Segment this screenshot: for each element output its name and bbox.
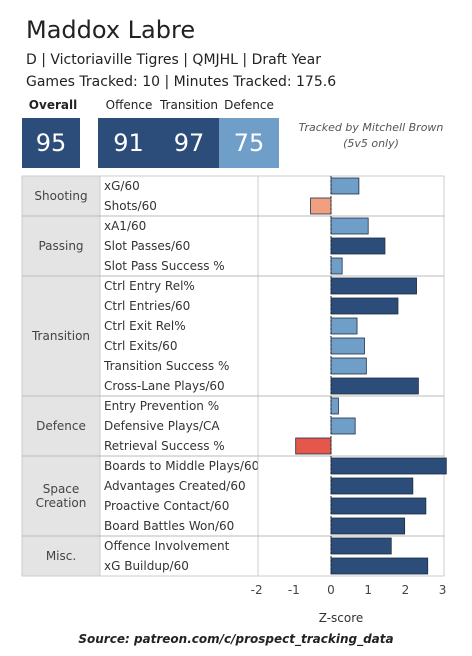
bar bbox=[330, 317, 358, 335]
group-label: Misc. bbox=[46, 549, 76, 563]
metric-label: Board Battles Won/60 bbox=[104, 519, 234, 533]
bar bbox=[330, 297, 399, 315]
x-tick-label: -2 bbox=[251, 583, 263, 597]
bar bbox=[330, 177, 360, 195]
bar bbox=[330, 497, 427, 515]
chart-frame bbox=[21, 175, 445, 577]
group-label: Passing bbox=[38, 239, 83, 253]
bar bbox=[330, 217, 369, 235]
bar bbox=[330, 517, 406, 535]
player-name: Maddox Labre bbox=[26, 16, 196, 44]
credit-author: Tracked by Mitchell Brown bbox=[298, 121, 444, 134]
tracking-summary: Games Tracked: 10 | Minutes Tracked: 175… bbox=[26, 74, 337, 90]
metric-label: xG/60 bbox=[104, 179, 140, 193]
group-label: Space bbox=[43, 482, 80, 496]
metric-label: Slot Passes/60 bbox=[104, 239, 190, 253]
metric-label: Shots/60 bbox=[104, 199, 157, 213]
group-cell bbox=[22, 396, 100, 456]
overall-score: 95 bbox=[22, 118, 80, 168]
bar bbox=[330, 277, 417, 295]
bar bbox=[330, 357, 367, 375]
metric-label: Defensive Plays/CA bbox=[104, 419, 220, 433]
metric-label: Cross-Lane Plays/60 bbox=[104, 379, 225, 393]
defence-score: 75 bbox=[219, 118, 279, 168]
credit-note: (5v5 only) bbox=[343, 137, 399, 150]
metric-label: Ctrl Exits/60 bbox=[104, 339, 177, 353]
transition-label: Transition bbox=[159, 98, 219, 112]
x-tick-label: 1 bbox=[364, 583, 372, 597]
metric-label: Ctrl Exit Rel% bbox=[104, 319, 186, 333]
group-cell bbox=[22, 176, 100, 216]
metric-label: Transition Success % bbox=[103, 359, 229, 373]
x-tick-label: 3 bbox=[439, 583, 447, 597]
bar bbox=[295, 437, 332, 455]
bar bbox=[330, 537, 392, 555]
bar bbox=[330, 377, 419, 395]
metric-label: Ctrl Entry Rel% bbox=[104, 279, 195, 293]
x-axis-title: Z-score bbox=[319, 611, 364, 625]
transition-score: 97 bbox=[159, 118, 219, 168]
group-label: Creation bbox=[36, 496, 87, 510]
x-tick-label: 2 bbox=[402, 583, 410, 597]
bar bbox=[310, 197, 332, 215]
metric-label: Entry Prevention % bbox=[104, 399, 219, 413]
metric-label: Retrieval Success % bbox=[104, 439, 225, 453]
metric-label: Ctrl Entries/60 bbox=[104, 299, 190, 313]
metric-label: Offence Involvement bbox=[104, 539, 230, 553]
group-label: Transition bbox=[31, 329, 90, 343]
group-cell bbox=[22, 536, 100, 576]
metric-label: Slot Pass Success % bbox=[104, 259, 225, 273]
group-label: Defence bbox=[36, 419, 86, 433]
defence-label: Defence bbox=[224, 98, 274, 112]
offence-score: 91 bbox=[98, 118, 159, 168]
metric-label: xA1/60 bbox=[104, 219, 146, 233]
player-info: D | Victoriaville Tigres | QMJHL | Draft… bbox=[26, 52, 321, 68]
group-cell bbox=[22, 456, 100, 536]
source-note: Source: patreon.com/c/prospect_tracking_… bbox=[78, 632, 394, 646]
bar bbox=[330, 337, 365, 355]
bar bbox=[330, 237, 386, 255]
metric-label: Proactive Contact/60 bbox=[104, 499, 229, 513]
x-tick-label: 0 bbox=[327, 583, 335, 597]
group-label: Shooting bbox=[34, 189, 87, 203]
overall-label: Overall bbox=[28, 98, 78, 112]
tracking-credit: Tracked by Mitchell Brown (5v5 only) bbox=[290, 120, 452, 152]
bar bbox=[330, 557, 429, 575]
bar bbox=[330, 457, 447, 475]
bar bbox=[330, 257, 343, 275]
bar bbox=[330, 397, 339, 415]
group-cell bbox=[22, 276, 100, 396]
x-tick-label: -1 bbox=[288, 583, 300, 597]
metric-label: Advantages Created/60 bbox=[104, 479, 246, 493]
bar bbox=[330, 477, 414, 495]
group-cell bbox=[22, 216, 100, 276]
zscore-bar-chart: Shooting Passing Transition Defence SpaceCre… bbox=[21, 175, 447, 625]
bar bbox=[330, 417, 356, 435]
metric-label: xG Buildup/60 bbox=[104, 559, 189, 573]
metric-label: Boards to Middle Plays/60 bbox=[104, 459, 259, 473]
offence-label: Offence bbox=[105, 98, 153, 112]
